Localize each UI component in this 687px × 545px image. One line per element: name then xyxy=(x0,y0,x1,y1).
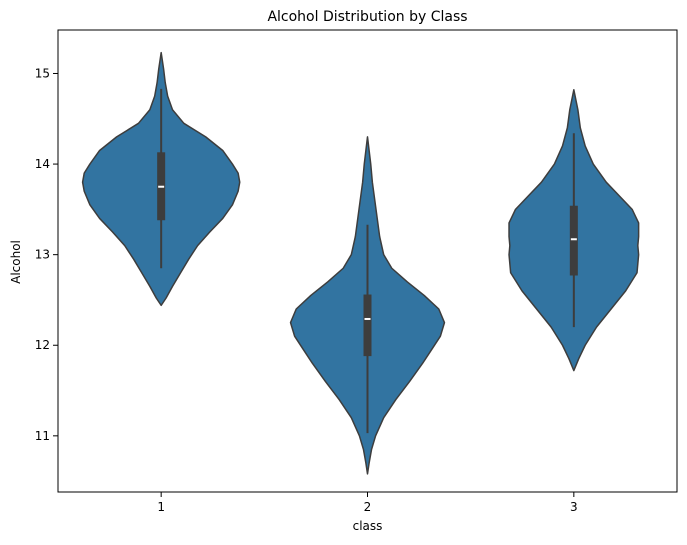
y-tick-label: 13 xyxy=(35,248,50,262)
x-tick-label: 2 xyxy=(364,500,372,514)
y-tick-label: 12 xyxy=(35,338,50,352)
x-axis-label: class xyxy=(353,519,383,533)
y-tick-label: 14 xyxy=(35,157,50,171)
y-tick-label: 11 xyxy=(35,429,50,443)
y-axis-label: Alcohol xyxy=(9,240,23,284)
iqr-box-3 xyxy=(569,205,578,276)
y-tick-label: 15 xyxy=(35,66,50,80)
x-tick-label: 1 xyxy=(157,500,165,514)
chart-title: Alcohol Distribution by Class xyxy=(267,9,467,25)
x-tick-label: 3 xyxy=(570,500,578,514)
plot-area xyxy=(81,51,640,475)
iqr-box-2 xyxy=(363,294,372,357)
